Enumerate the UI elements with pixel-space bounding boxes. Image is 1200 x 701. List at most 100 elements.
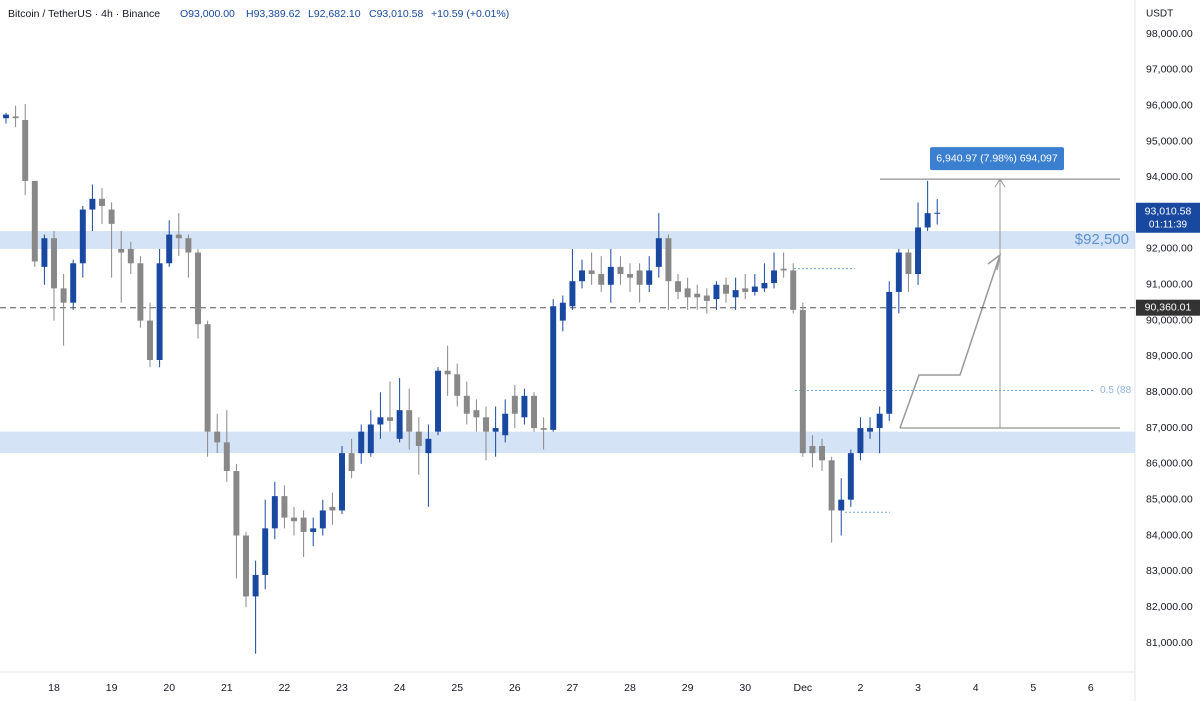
candle-body xyxy=(137,263,144,321)
arrow-head xyxy=(987,253,1002,271)
candle-body xyxy=(435,370,441,432)
candle-body xyxy=(118,248,125,253)
candle-body xyxy=(185,238,192,253)
y-tick-label: 94,000.00 xyxy=(1146,171,1193,183)
countdown-label: 01:11:39 xyxy=(1149,219,1188,230)
candle-body xyxy=(483,417,489,432)
projection-arrow xyxy=(899,254,1001,429)
last-price-label: 93,010.58 xyxy=(1145,206,1192,218)
x-tick-label: 25 xyxy=(451,682,463,694)
currency: USDT xyxy=(1146,9,1173,20)
hline-axis-label: 90,360.01 xyxy=(1145,301,1192,313)
high-label: H93,389.62 xyxy=(246,8,300,20)
x-tick-label: 2 xyxy=(858,682,864,694)
candle-body xyxy=(876,413,883,429)
candle-body xyxy=(319,510,326,529)
candle-body xyxy=(291,517,297,522)
x-tick-label: 22 xyxy=(279,682,291,694)
measure-arrow-head xyxy=(994,178,1006,188)
y-tick-label: 82,000.00 xyxy=(1146,601,1193,613)
candle-body xyxy=(675,281,681,292)
x-tick-label: 6 xyxy=(1088,682,1094,694)
candle-body xyxy=(559,302,566,321)
candle-body xyxy=(252,574,259,597)
candle-body xyxy=(214,431,221,443)
x-tick-label: 27 xyxy=(567,682,579,694)
candle-body xyxy=(444,370,451,375)
low-label: L92,682.10 xyxy=(308,8,361,20)
candle-body xyxy=(569,281,576,307)
candle-body xyxy=(473,410,480,418)
y-tick-label: 83,000.00 xyxy=(1146,565,1193,577)
candle-body xyxy=(723,284,730,294)
candle-body xyxy=(329,506,336,511)
x-tick-label: 30 xyxy=(739,682,751,694)
candle-body xyxy=(665,238,672,282)
candle-body xyxy=(838,499,845,511)
candle-body xyxy=(703,295,710,301)
candle-body xyxy=(502,413,509,436)
candle-body xyxy=(60,288,67,303)
candle-body xyxy=(492,428,499,432)
candle-body xyxy=(166,234,173,264)
x-tick-label: 26 xyxy=(509,682,521,694)
candle-body xyxy=(41,238,48,267)
candle-body xyxy=(521,395,528,418)
candle-body xyxy=(895,252,902,292)
candle-body xyxy=(790,270,797,310)
candle-body xyxy=(262,528,269,575)
candle-body xyxy=(847,453,854,500)
candle-body xyxy=(636,270,643,285)
y-tick-label: 88,000.00 xyxy=(1146,386,1193,398)
candle-body xyxy=(415,431,422,446)
x-tick-label: 24 xyxy=(394,682,406,694)
candle-body xyxy=(396,410,403,439)
x-tick-label: 5 xyxy=(1030,682,1036,694)
candle-body xyxy=(579,270,585,282)
candle-body xyxy=(751,286,758,292)
level-label: 0.5 (88 xyxy=(1100,385,1132,396)
candle-body xyxy=(89,198,96,210)
candle-body xyxy=(607,266,614,285)
candle-body xyxy=(915,227,922,275)
y-tick-label: 81,000.00 xyxy=(1146,637,1193,649)
candle-body xyxy=(300,517,307,532)
y-tick-label: 85,000.00 xyxy=(1146,493,1193,505)
candle-body xyxy=(175,234,182,239)
candle-body xyxy=(358,431,365,454)
candle-body xyxy=(348,453,355,472)
candle-body xyxy=(463,395,470,414)
candle-body xyxy=(598,274,605,285)
x-tick-label: Dec xyxy=(793,682,812,694)
candle-body xyxy=(147,320,153,360)
candle-body xyxy=(51,238,57,289)
candle-body xyxy=(732,290,739,298)
y-tick-label: 89,000.00 xyxy=(1146,350,1193,362)
x-tick-label: 19 xyxy=(106,682,118,694)
last-price-box xyxy=(1136,202,1200,233)
y-tick-label: 90,000.00 xyxy=(1146,314,1193,326)
x-tick-label: 23 xyxy=(336,682,348,694)
candle-body xyxy=(780,268,787,271)
candle-body xyxy=(550,306,557,430)
candle-body xyxy=(22,120,29,181)
hline-axis-box xyxy=(1136,299,1200,316)
x-tick-label: 18 xyxy=(48,682,60,694)
measure-label: 6,940.97 (7.98%) 694,097 xyxy=(936,152,1058,164)
candle-body xyxy=(511,395,518,414)
candle-body xyxy=(367,424,374,454)
candle-body xyxy=(127,248,134,264)
candle-body xyxy=(771,270,778,283)
candle-body xyxy=(223,442,230,472)
candle-body xyxy=(454,374,461,396)
candle-body xyxy=(310,528,317,532)
candle-body xyxy=(243,535,249,597)
candle-body xyxy=(857,428,864,454)
candle-body xyxy=(281,496,288,518)
candle-body xyxy=(70,263,77,303)
candle-body xyxy=(3,114,9,119)
candle-body xyxy=(799,309,806,454)
open-label: O93,000.00 xyxy=(180,8,235,20)
